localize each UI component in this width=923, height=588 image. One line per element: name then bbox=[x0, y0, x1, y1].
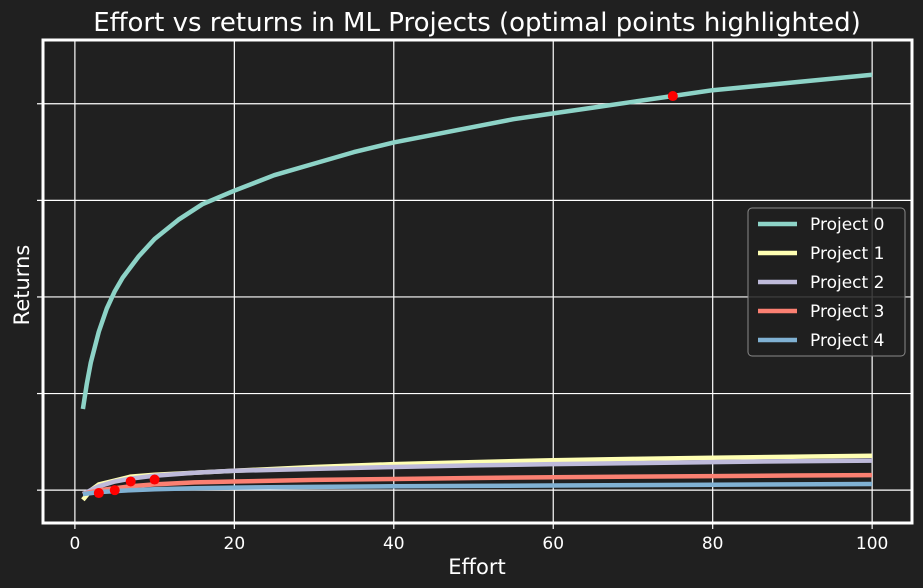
legend-label: Project 2 bbox=[810, 273, 884, 293]
legend-label: Project 4 bbox=[810, 331, 884, 351]
series-line-4 bbox=[82, 481, 873, 497]
optimal-point bbox=[149, 474, 160, 485]
series-line-2 bbox=[81, 458, 873, 497]
plot-area: 0 20 40 60 80 100 Project 0 Project 1 Project 2 P… bbox=[37, 38, 914, 554]
legend-box bbox=[747, 207, 906, 357]
x-axis-label: Effort bbox=[448, 555, 505, 579]
x-tick-label: 60 bbox=[542, 534, 564, 554]
axes-frame bbox=[41, 38, 914, 525]
x-tick-label: 80 bbox=[702, 534, 724, 554]
x-tick-label: 100 bbox=[856, 534, 888, 554]
series-line-0 bbox=[80, 72, 873, 410]
x-tick-label: 0 bbox=[69, 534, 80, 554]
optimal-point bbox=[125, 476, 136, 487]
legend-label: Project 1 bbox=[810, 244, 884, 264]
optimal-point bbox=[93, 488, 104, 499]
chart-title: Effort vs returns in ML Projects (optima… bbox=[93, 8, 861, 38]
x-tick-label: 40 bbox=[383, 534, 405, 554]
legend-label: Project 3 bbox=[810, 302, 884, 322]
y-axis-label: Returns bbox=[10, 245, 34, 326]
legend-label: Project 0 bbox=[810, 215, 884, 235]
x-tick-label: 20 bbox=[224, 534, 246, 554]
optimal-point bbox=[109, 485, 120, 496]
series-line-3 bbox=[82, 472, 873, 497]
optimal-point bbox=[667, 91, 678, 102]
